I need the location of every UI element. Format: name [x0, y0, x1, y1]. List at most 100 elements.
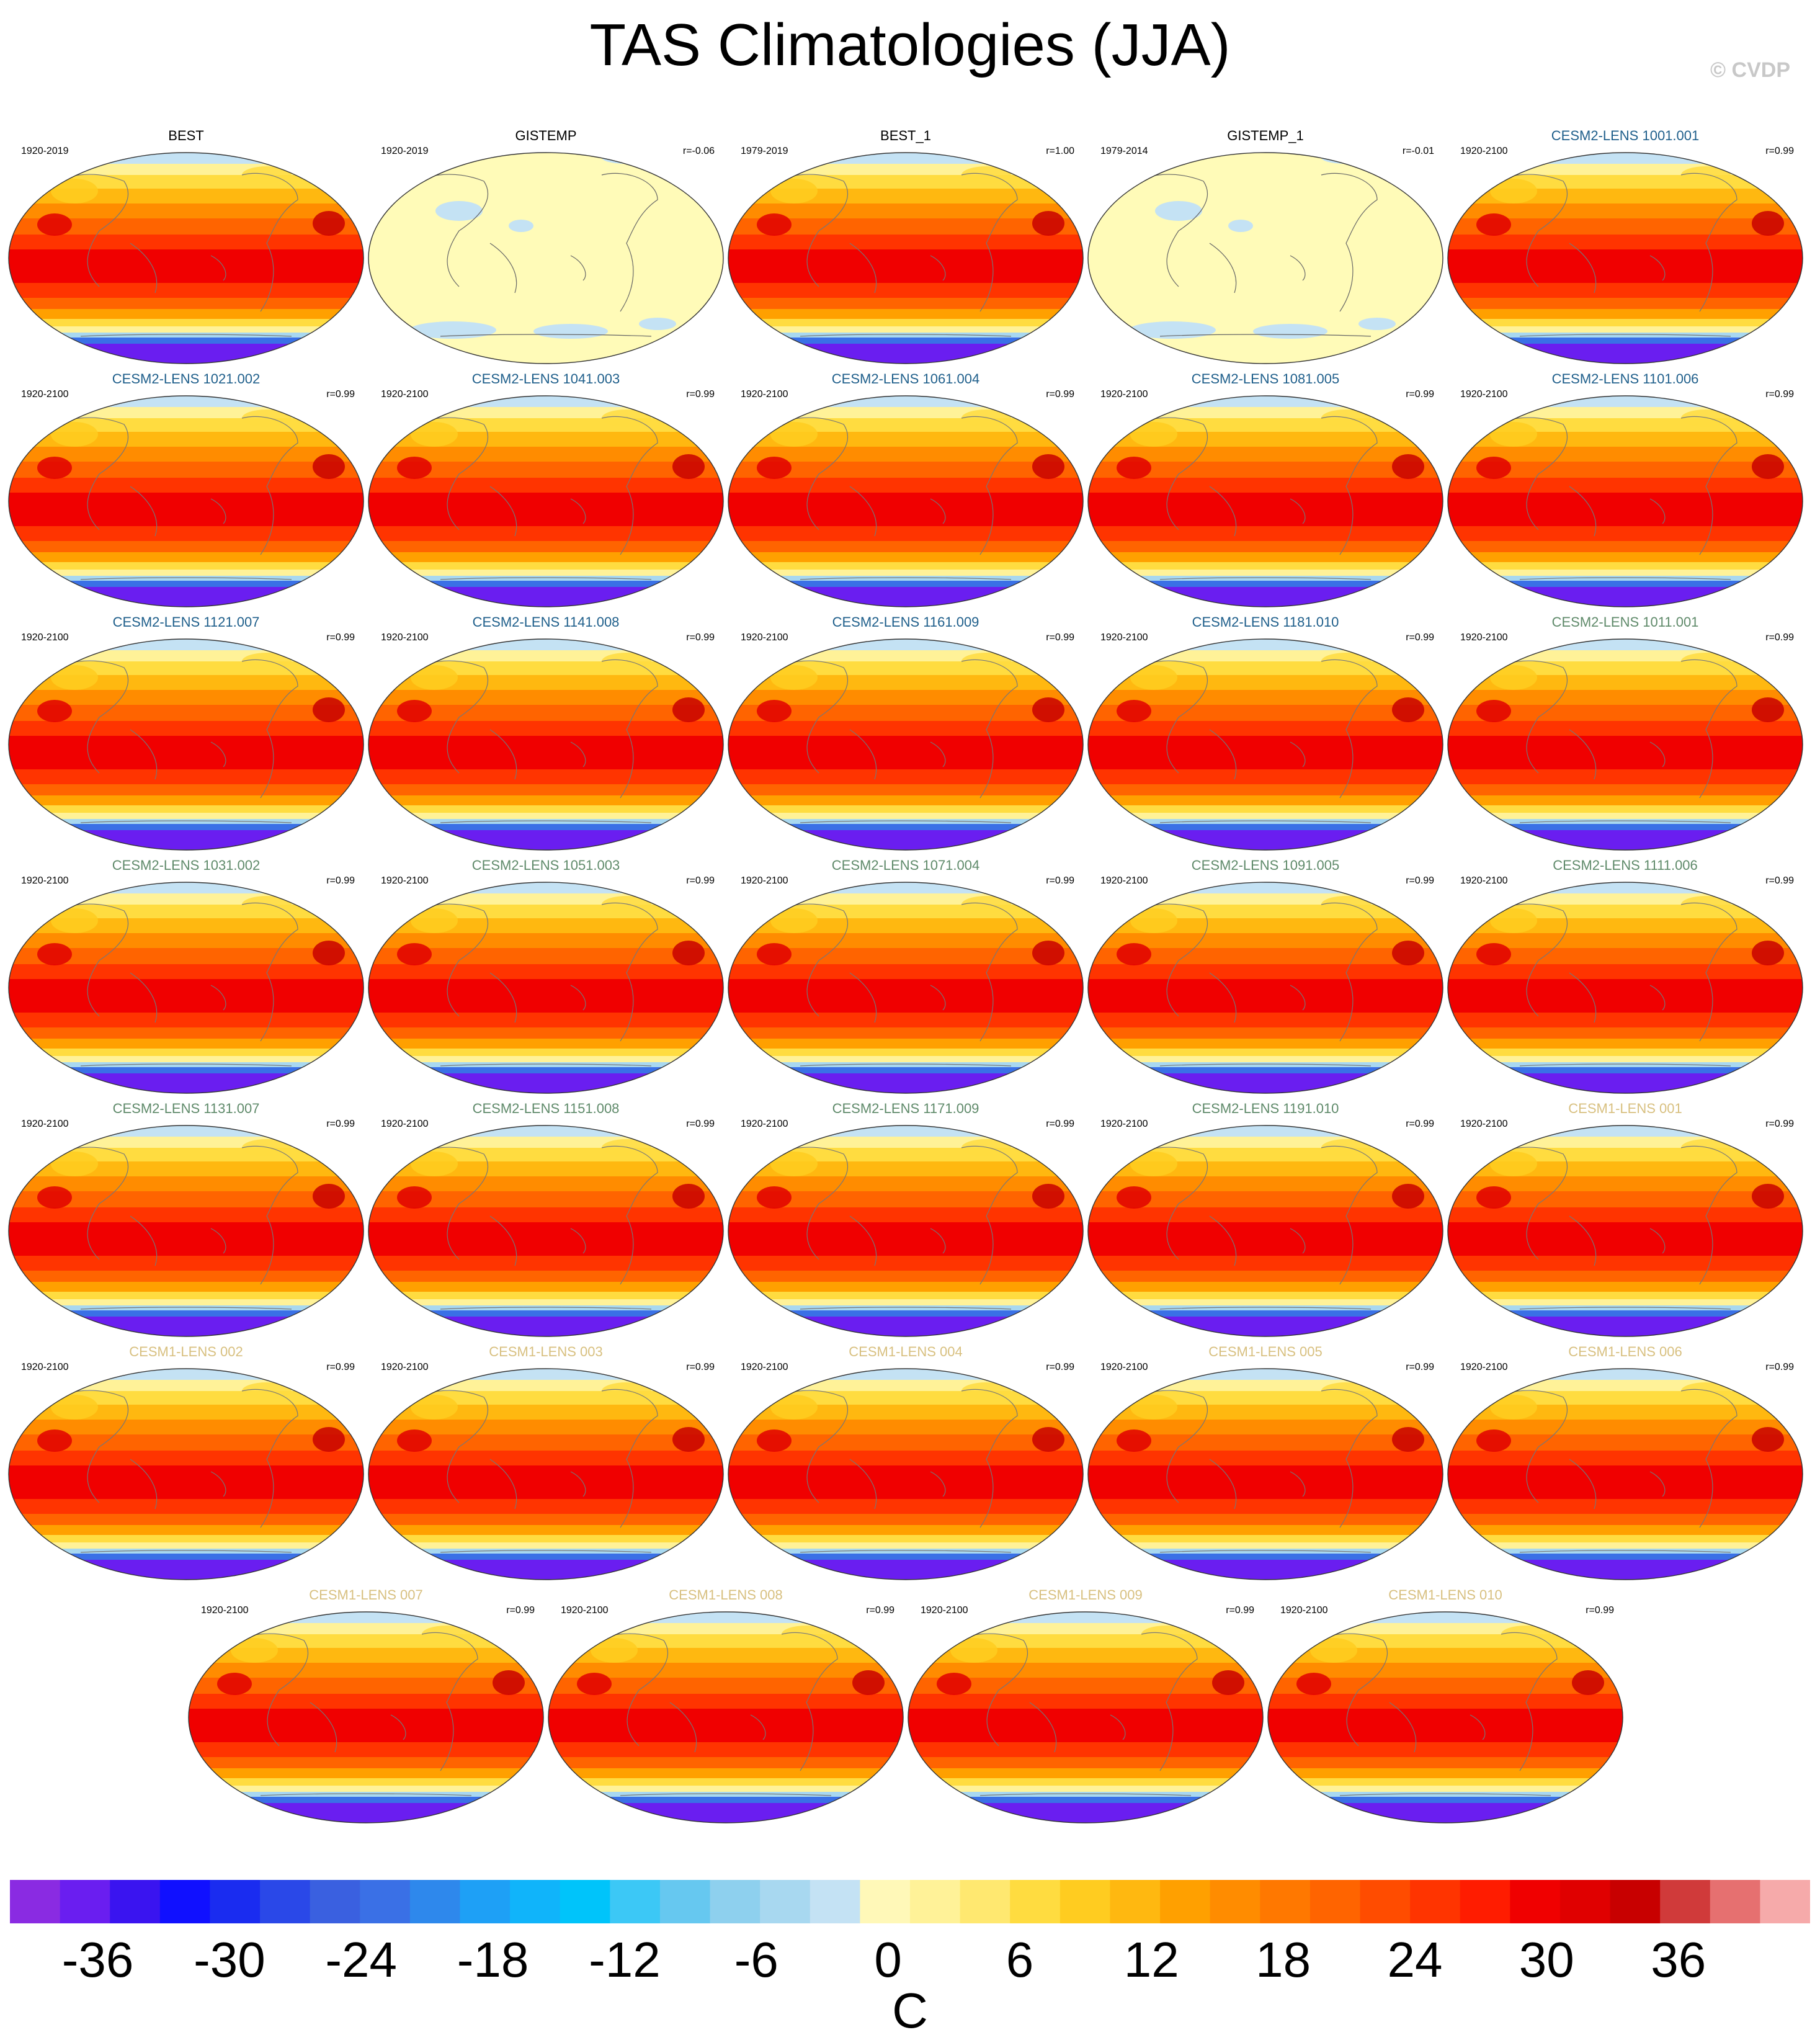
panel-correlation: r=0.99 — [326, 632, 355, 643]
map-plot — [368, 395, 724, 607]
map-panel: CESM2-LENS 1171.009 1920-2100 r=0.99 — [726, 1101, 1086, 1339]
panel-title: CESM2-LENS 1181.010 — [1192, 614, 1339, 630]
panel-correlation: r=0.99 — [326, 1362, 355, 1372]
panel-period: 1920-2100 — [1460, 875, 1508, 886]
panel-title: CESM2-LENS 1101.006 — [1551, 371, 1699, 387]
panel-period: 1920-2100 — [741, 632, 788, 643]
map-panel: CESM2-LENS 1161.009 1920-2100 r=0.99 — [726, 614, 1086, 852]
colorbar-swatch — [1510, 1880, 1561, 1923]
colorbar-swatch — [110, 1880, 161, 1923]
figure-title: TAS Climatologies (JJA) — [589, 12, 1231, 78]
map-panel: CESM2-LENS 1001.001 1920-2100 r=0.99 — [1445, 128, 1805, 366]
panel-correlation: r=0.99 — [1406, 1362, 1434, 1372]
colorbar-swatch — [1660, 1880, 1711, 1923]
panel-title: GISTEMP — [515, 128, 577, 143]
colorbar-swatch — [1710, 1880, 1760, 1923]
colorbar-swatch — [910, 1880, 961, 1923]
map-plot — [1087, 1125, 1443, 1337]
panel-period: 1920-2100 — [381, 1362, 429, 1372]
panel-correlation: r=0.99 — [326, 389, 355, 400]
panel-period: 1920-2100 — [1100, 1119, 1148, 1129]
copyright-label: © CVDP — [1710, 58, 1790, 82]
map-panel: CESM2-LENS 1121.007 1920-2100 r=0.99 — [6, 614, 366, 852]
panel-period: 1920-2100 — [1460, 632, 1508, 643]
panel-period: 1920-2100 — [21, 875, 69, 886]
panel-title: CESM2-LENS 1161.009 — [832, 614, 979, 630]
colorbar-tick-label: 24 — [1387, 1932, 1443, 1987]
colorbar-tick-label: 12 — [1123, 1932, 1179, 1987]
panel-correlation: r=0.99 — [686, 1362, 715, 1372]
map-panel: CESM2-LENS 1181.010 1920-2100 r=0.99 — [1086, 614, 1445, 852]
panel-period: 1920-2100 — [741, 875, 788, 886]
panel-title: CESM2-LENS 1091.005 — [1191, 857, 1340, 873]
panel-period: 1920-2100 — [381, 389, 429, 400]
map-plot — [1087, 1368, 1443, 1580]
map-panel: CESM2-LENS 1011.001 1920-2100 r=0.99 — [1445, 614, 1805, 852]
colorbar-swatch — [210, 1880, 261, 1923]
map-panel: BEST_1 1979-2019 r=1.00 — [726, 128, 1086, 366]
colorbar-swatch — [1010, 1880, 1061, 1923]
panel-correlation: r=0.99 — [1406, 875, 1434, 886]
panel-correlation: r=0.99 — [1046, 632, 1074, 643]
panel-correlation: r=0.99 — [686, 632, 715, 643]
map-panel: GISTEMP_1 1979-2014 r=-0.01 — [1086, 128, 1445, 366]
panel-title: CESM1-LENS 001 — [1568, 1101, 1682, 1116]
panel-title: CESM2-LENS 1071.004 — [831, 857, 980, 873]
panel-title: CESM2-LENS 1021.002 — [112, 371, 261, 387]
colorbar-swatch — [1460, 1880, 1510, 1923]
panel-correlation: r=0.99 — [506, 1605, 535, 1616]
colorbar-tick-label: -18 — [457, 1932, 529, 1987]
colorbar-tick-label: -12 — [589, 1932, 661, 1987]
map-plot — [188, 1611, 544, 1823]
map-panel: BEST 1920-2019 — [6, 128, 366, 366]
panel-period: 1920-2100 — [381, 875, 429, 886]
map-plot — [368, 152, 724, 364]
panel-period: 1920-2100 — [201, 1605, 249, 1616]
panel-period: 1920-2100 — [1460, 389, 1508, 400]
panel-period: 1920-2100 — [741, 1362, 788, 1372]
map-panel: CESM2-LENS 1191.010 1920-2100 r=0.99 — [1086, 1101, 1445, 1339]
panel-title: CESM2-LENS 1031.002 — [112, 857, 261, 873]
colorbar-swatch — [560, 1880, 610, 1923]
map-plot — [1447, 395, 1803, 607]
map-plot — [1267, 1611, 1623, 1823]
panel-correlation: r=0.99 — [1406, 1119, 1434, 1129]
panel-period: 1920-2100 — [921, 1605, 968, 1616]
panel-correlation: r=0.99 — [1765, 632, 1794, 643]
map-panel: CESM1-LENS 006 1920-2100 r=0.99 — [1445, 1344, 1805, 1582]
panel-period: 1920-2100 — [1100, 1362, 1148, 1372]
colorbar-swatch — [260, 1880, 311, 1923]
map-plot — [728, 395, 1084, 607]
map-plot — [368, 638, 724, 851]
panel-period: 1920-2100 — [21, 632, 69, 643]
panel-correlation: r=0.99 — [686, 1119, 715, 1129]
colorbar-swatch — [1559, 1880, 1611, 1923]
colorbar-swatch — [1260, 1880, 1311, 1923]
panel-correlation: r=0.99 — [1765, 875, 1794, 886]
colorbar-swatch — [860, 1880, 911, 1923]
panel-period: 1979-2014 — [1100, 146, 1148, 156]
map-plot — [1447, 1125, 1803, 1337]
panel-title: CESM1-LENS 007 — [309, 1587, 423, 1603]
map-plot — [8, 395, 364, 607]
panel-period: 1920-2100 — [1100, 875, 1148, 886]
panel-title: CESM2-LENS 1111.006 — [1553, 857, 1698, 873]
map-panel: CESM2-LENS 1071.004 1920-2100 r=0.99 — [726, 857, 1086, 1096]
colorbar-swatch — [310, 1880, 360, 1923]
colorbar-swatch — [1309, 1880, 1360, 1923]
panel-period: 1920-2100 — [1460, 1362, 1508, 1372]
colorbar-swatch — [460, 1880, 511, 1923]
map-panel: GISTEMP 1920-2019 r=-0.06 — [366, 128, 726, 366]
map-plot — [548, 1611, 904, 1823]
colorbar-swatch — [760, 1880, 811, 1923]
panel-title: CESM2-LENS 1131.007 — [112, 1101, 260, 1116]
colorbar-tick-label: 36 — [1651, 1932, 1706, 1987]
panel-period: 1920-2019 — [381, 146, 429, 156]
map-panel: CESM2-LENS 1111.006 1920-2100 r=0.99 — [1445, 857, 1805, 1096]
map-panel: CESM2-LENS 1021.002 1920-2100 r=0.99 — [6, 371, 366, 609]
panel-correlation: r=-0.06 — [682, 146, 715, 156]
panel-title: CESM2-LENS 1151.008 — [472, 1101, 620, 1116]
panel-correlation: r=0.99 — [1586, 1605, 1614, 1616]
panel-correlation: r=0.99 — [1226, 1605, 1254, 1616]
map-plot — [1447, 638, 1803, 851]
